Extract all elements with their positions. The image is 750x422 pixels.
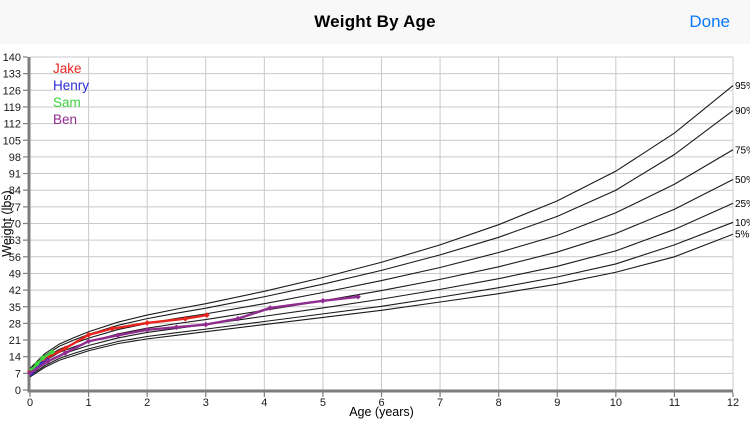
y-tick-label: 70 <box>9 219 21 231</box>
y-axis-label: Weight (lbs) <box>0 190 14 256</box>
gridlines <box>29 56 734 391</box>
percentile-label-25%: 25% <box>735 199 750 210</box>
data-point-marker <box>267 305 273 311</box>
legend-label-henry: Henry <box>53 78 89 93</box>
data-point-marker <box>62 345 68 352</box>
data-point-marker <box>85 338 92 345</box>
data-point-marker <box>109 325 115 332</box>
x-tick-label: 7 <box>437 397 443 409</box>
legend-label-sam: Sam <box>53 95 81 110</box>
data-point-marker <box>40 355 46 361</box>
percentile-label-5%: 5% <box>735 230 750 241</box>
data-point-marker <box>204 312 210 318</box>
data-point-marker <box>85 332 92 338</box>
series-sam <box>28 349 56 373</box>
percentile-label-75%: 75% <box>735 145 750 156</box>
percentile-label-95%: 95% <box>735 81 750 92</box>
y-tick-label: 119 <box>3 102 21 114</box>
percentile-curve-5% <box>29 233 734 378</box>
series-line-sam <box>30 350 53 371</box>
y-tick-label: 91 <box>9 169 21 181</box>
y-tick-label: 28 <box>9 318 21 330</box>
x-tick-label: 5 <box>320 397 326 409</box>
y-tick-label: 133 <box>3 69 21 81</box>
y-tick-labels: 0 7 14 21 28 35 42 49 56 63 70 77 84 91 98 105 112 119 126… <box>3 52 21 397</box>
data-point-marker <box>115 332 121 339</box>
data-point-marker <box>44 354 51 360</box>
y-tick-label: 98 <box>9 152 21 164</box>
y-tick-label: 14 <box>9 352 21 364</box>
percentile-label-50%: 50% <box>735 175 750 186</box>
y-tick-label: 112 <box>3 119 21 131</box>
legend-label-ben: Ben <box>53 112 77 127</box>
y-tick-label: 56 <box>9 252 21 264</box>
data-point-marker <box>320 298 326 304</box>
percentile-curve-10% <box>29 221 734 377</box>
data-point-marker <box>173 324 180 331</box>
legend-label-jake: Jake <box>53 61 82 76</box>
percentile-curve-50% <box>29 179 734 374</box>
data-point-marker <box>202 321 209 328</box>
x-tick-labels: 0 1 2 3 4 5 6 7 8 9 10 11 12 <box>27 397 739 409</box>
y-tick-label: 7 <box>15 368 21 380</box>
x-tick-label: 6 <box>378 397 384 409</box>
done-button[interactable]: Done <box>689 0 730 44</box>
y-tick-label: 21 <box>9 335 21 347</box>
data-point-marker <box>49 349 56 355</box>
y-tick-label: 49 <box>9 268 21 280</box>
x-tick-label: 4 <box>261 397 267 409</box>
data-point-marker <box>182 315 189 322</box>
nav-bar: Weight By Age Done <box>0 0 750 44</box>
data-point-marker <box>44 358 51 365</box>
data-point-marker <box>144 327 150 333</box>
x-tick-label: 10 <box>610 397 622 409</box>
series-line-ben <box>29 295 359 374</box>
data-point-marker <box>62 350 68 356</box>
data-point-marker <box>27 370 33 376</box>
y-tick-label: 84 <box>9 185 21 197</box>
x-tick-label: 1 <box>86 397 92 409</box>
y-tick-label: 35 <box>9 302 21 314</box>
x-tick-label: 12 <box>727 397 739 409</box>
x-tick-label: 8 <box>496 397 502 409</box>
x-tick-label: 9 <box>554 397 560 409</box>
axis-titles: Age (years) Weight (lbs) <box>0 190 414 419</box>
data-point-marker <box>28 366 35 373</box>
x-tick-label: 11 <box>669 397 680 409</box>
data-point-marker <box>355 293 361 300</box>
y-tick-label: 63 <box>9 235 21 247</box>
data-point-marker <box>235 315 241 322</box>
data-point-marker <box>144 320 150 326</box>
y-tick-label: 77 <box>9 202 21 214</box>
data-point-marker <box>34 361 40 367</box>
x-axis-label: Age (years) <box>349 405 414 419</box>
y-tick-label: 0 <box>15 385 21 397</box>
percentile-curve-90% <box>29 110 734 370</box>
axes <box>23 56 734 397</box>
y-tick-label: 42 <box>9 285 21 297</box>
page-title: Weight By Age <box>314 12 436 31</box>
child-series <box>27 293 361 377</box>
percentile-label-10%: 10% <box>735 218 750 229</box>
y-tick-label: 140 <box>3 52 21 64</box>
x-tick-label: 0 <box>27 397 33 409</box>
y-tick-label: 105 <box>3 135 21 147</box>
x-tick-label: 3 <box>203 397 209 409</box>
x-tick-label: 2 <box>144 397 150 409</box>
percentile-label-90%: 90% <box>735 106 750 117</box>
percentile-curve-95% <box>29 85 734 369</box>
legend: Jake Henry Sam Ben <box>53 61 89 127</box>
series-ben <box>27 293 361 376</box>
y-tick-label: 126 <box>3 85 21 97</box>
